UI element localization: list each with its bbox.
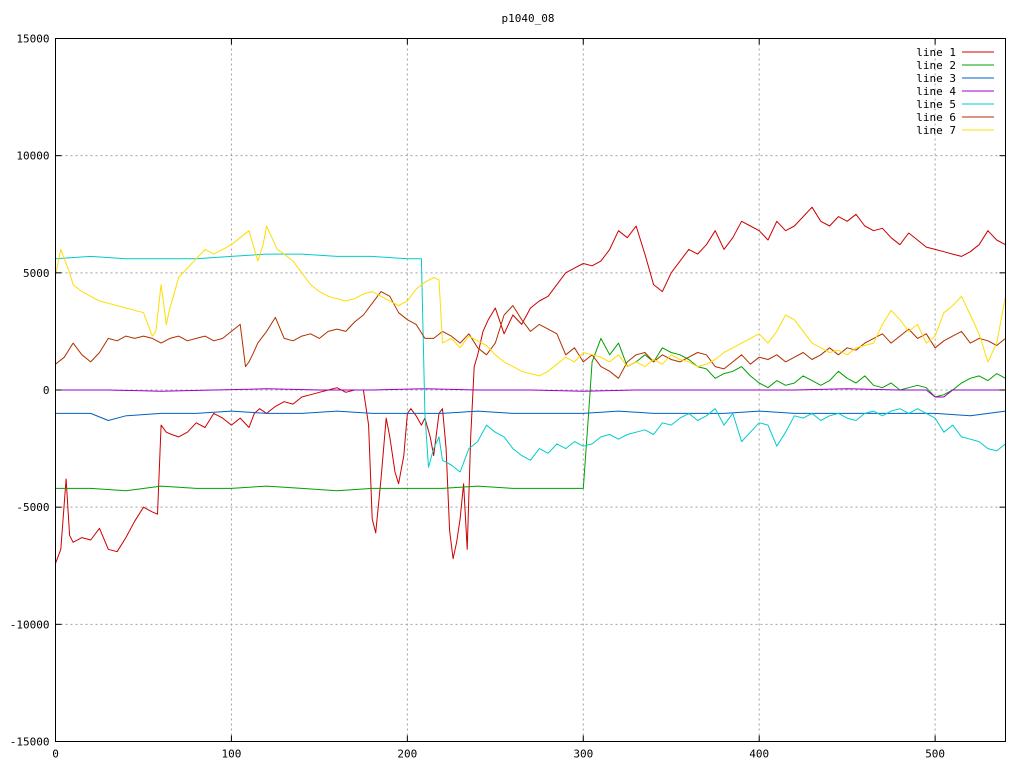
legend-label-4: line 4: [916, 85, 956, 98]
y-tick-label: 15000: [16, 33, 49, 46]
legend-label-2: line 2: [916, 59, 956, 72]
y-tick-label: -5000: [16, 501, 49, 514]
series-line-5: [55, 253, 1006, 473]
legend-label-3: line 3: [916, 72, 956, 85]
series-line-6: [55, 291, 1006, 379]
series-line-3: [55, 410, 1006, 421]
x-tick-label: 200: [397, 748, 417, 761]
series-group: [55, 206, 1006, 564]
legend-label-7: line 7: [916, 124, 956, 137]
x-tick-label: 100: [221, 748, 241, 761]
x-tick-label: 400: [749, 748, 769, 761]
x-tick-label: 0: [52, 748, 59, 761]
axis-ticks: 0 100 200 300 400 500 -15000 -10000 -5000 0 5000 10…: [10, 33, 1006, 761]
y-tick-label: 0: [43, 384, 50, 397]
legend-label-1: line 1: [916, 46, 956, 59]
legend-label-5: line 5: [916, 98, 956, 111]
series-line-1: [55, 206, 1006, 564]
y-tick-label: 10000: [16, 150, 49, 163]
series-line-2: [55, 337, 1006, 492]
series-line-7: [55, 225, 1006, 377]
chart-title: p1040_08: [502, 12, 555, 25]
y-tick-label: 5000: [23, 267, 50, 280]
legend-label-6: line 6: [916, 111, 956, 124]
y-tick-label: -10000: [10, 618, 50, 631]
x-tick-label: 300: [573, 748, 593, 761]
y-tick-label: -15000: [10, 736, 50, 749]
series-line-4: [55, 388, 1006, 398]
x-tick-label: 500: [925, 748, 945, 761]
